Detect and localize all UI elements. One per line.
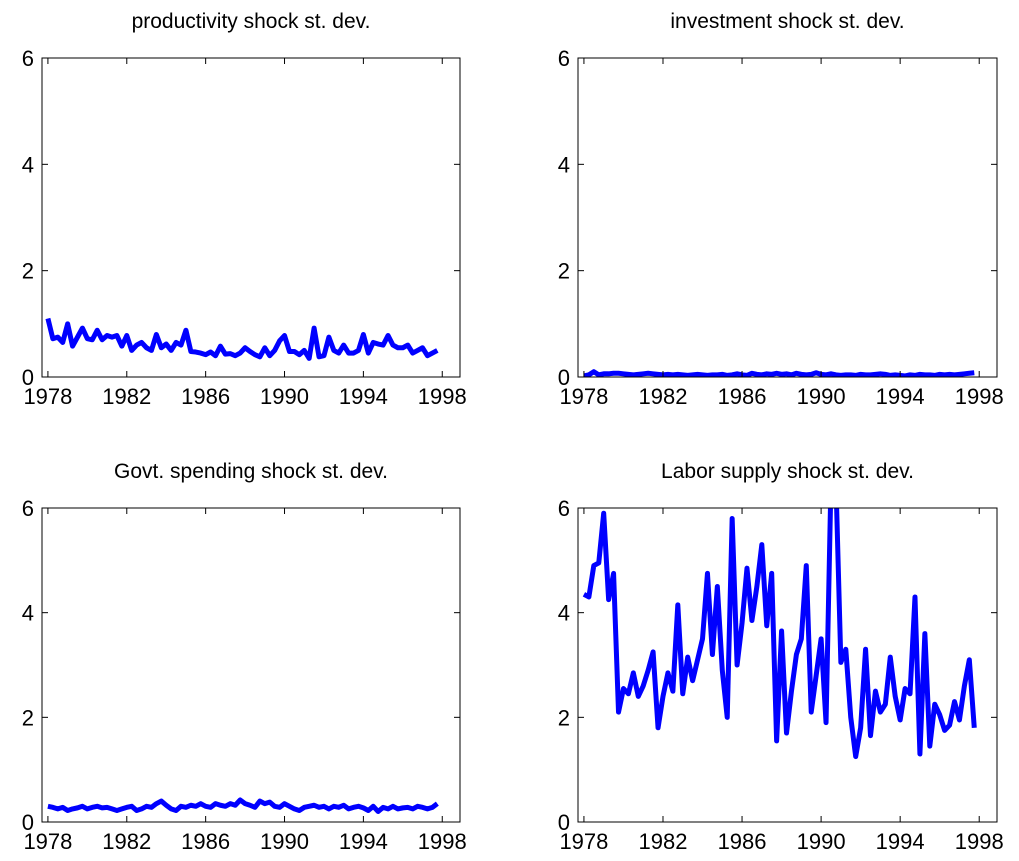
x-tick-label: 1998 — [955, 829, 1004, 854]
y-tick-label: 4 — [22, 152, 34, 177]
chart-title: Govt. spending shock st. dev. — [114, 460, 388, 483]
chart-title: productivity shock st. dev. — [132, 10, 371, 33]
x-tick-label: 1990 — [797, 829, 846, 854]
x-tick-label: 1990 — [797, 384, 846, 409]
x-tick-label: 1990 — [260, 829, 309, 854]
data-line — [45, 317, 439, 361]
y-tick-label: 6 — [22, 46, 34, 71]
y-tick-label: 2 — [22, 259, 34, 284]
x-tick-label: 1998 — [418, 384, 467, 409]
x-tick-label: 1982 — [102, 829, 151, 854]
y-tick-label: 4 — [558, 601, 570, 626]
x-tick-label: 1986 — [718, 829, 767, 854]
x-tick-label: 1978 — [559, 384, 608, 409]
axes-box — [41, 507, 461, 823]
y-tick-label: 4 — [558, 152, 570, 177]
x-tick-label: 1998 — [955, 384, 1004, 409]
x-tick-label: 1978 — [559, 829, 608, 854]
chart-title: investment shock st. dev. — [670, 10, 904, 33]
chart-title: Labor supply shock st. dev. — [661, 460, 914, 483]
y-tick-label: 0 — [558, 810, 570, 835]
x-tick-label: 1998 — [418, 829, 467, 854]
x-tick-label: 1986 — [718, 384, 767, 409]
x-tick-label: 1982 — [102, 384, 151, 409]
x-tick-label: 1994 — [876, 384, 925, 409]
y-tick-label: 2 — [558, 705, 570, 730]
axes-box — [41, 57, 461, 378]
x-tick-label: 1982 — [639, 384, 688, 409]
y-tick-label: 6 — [22, 496, 34, 521]
x-tick-label: 1978 — [23, 829, 72, 854]
x-tick-label: 1986 — [181, 384, 230, 409]
x-tick-label: 1990 — [260, 384, 309, 409]
data-line — [582, 508, 977, 760]
y-tick-label: 6 — [558, 496, 570, 521]
y-tick-label: 0 — [22, 365, 34, 390]
x-tick-label: 1994 — [876, 829, 925, 854]
x-tick-label: 1994 — [339, 829, 388, 854]
data-line — [583, 369, 975, 377]
x-tick-label: 1986 — [181, 829, 230, 854]
axes-box — [577, 507, 998, 823]
y-tick-label: 2 — [558, 259, 570, 284]
axes-box — [577, 57, 998, 378]
x-tick-label: 1982 — [639, 829, 688, 854]
y-tick-label: 4 — [22, 601, 34, 626]
y-tick-label: 0 — [558, 365, 570, 390]
data-line — [47, 797, 439, 815]
y-tick-label: 2 — [22, 705, 34, 730]
x-tick-label: 1994 — [339, 384, 388, 409]
x-tick-label: 1978 — [23, 384, 72, 409]
y-tick-label: 6 — [558, 46, 570, 71]
y-tick-label: 0 — [22, 810, 34, 835]
